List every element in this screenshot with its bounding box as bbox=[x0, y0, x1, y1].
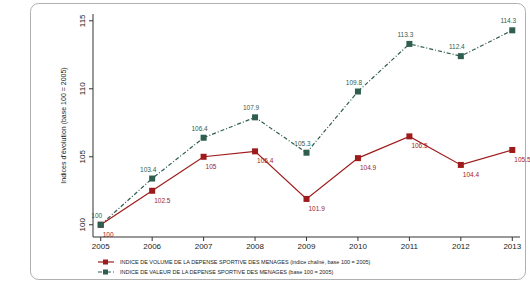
series-marker bbox=[98, 222, 104, 228]
legend-marker bbox=[103, 260, 108, 265]
data-label: 105 bbox=[206, 163, 217, 170]
series-marker bbox=[458, 53, 464, 59]
x-tick-label: 2007 bbox=[195, 242, 213, 251]
data-label: 104.4 bbox=[463, 171, 480, 178]
data-label: 102.5 bbox=[154, 197, 171, 204]
y-tick bbox=[89, 20, 93, 21]
series-marker bbox=[406, 133, 412, 139]
data-label: 100 bbox=[103, 231, 114, 238]
y-tick-label: 100 bbox=[78, 218, 87, 232]
x-tick-label: 2008 bbox=[246, 242, 264, 251]
x-tick bbox=[203, 237, 204, 241]
data-label: 107.9 bbox=[243, 104, 260, 111]
x-tick bbox=[357, 237, 358, 241]
data-label: 105.5 bbox=[514, 156, 530, 163]
series-marker bbox=[304, 196, 310, 202]
x-tick bbox=[255, 237, 256, 241]
series-marker bbox=[201, 154, 207, 160]
x-tick bbox=[306, 237, 307, 241]
plot-area bbox=[98, 27, 516, 227]
series-marker bbox=[509, 27, 515, 33]
series-marker bbox=[458, 162, 464, 168]
series-marker bbox=[355, 155, 361, 161]
series-marker bbox=[406, 41, 412, 47]
data-label: 103.4 bbox=[140, 166, 157, 173]
data-label: 105.3 bbox=[294, 140, 311, 147]
data-label: 109.8 bbox=[346, 79, 363, 86]
data-label: 104.9 bbox=[360, 164, 377, 171]
legend-label: INDICE DE VALEUR DE LA DEPENSE SPORTIVE … bbox=[120, 269, 333, 275]
data-label: 112.4 bbox=[449, 43, 465, 50]
legend-label: INDICE DE VOLUME DE LA DEPENSE SPORTIVE … bbox=[120, 259, 371, 265]
data-label: 113.3 bbox=[397, 31, 413, 38]
x-tick-label: 2005 bbox=[92, 242, 110, 251]
series-marker bbox=[149, 176, 155, 182]
series-marker bbox=[149, 188, 155, 194]
data-label: 101.9 bbox=[309, 205, 326, 212]
legend: INDICE DE VOLUME DE LA DEPENSE SPORTIVE … bbox=[98, 259, 371, 275]
y-tick bbox=[89, 224, 93, 225]
chart: 100 105 110 115 2005 2006 2007 2008 2009 2010 2011… bbox=[0, 0, 530, 283]
data-label: 114.3 bbox=[500, 17, 516, 24]
x-tick-label: 2006 bbox=[143, 242, 161, 251]
series-line bbox=[101, 136, 513, 224]
series-marker bbox=[355, 89, 361, 95]
x-tick bbox=[152, 237, 153, 241]
data-labels: 100 102.5 105 105.4 101.9 104.9 106.5 104.4 105.… bbox=[91, 17, 530, 237]
x-tick bbox=[512, 237, 513, 241]
y-tick-label: 105 bbox=[78, 150, 87, 164]
x-tick bbox=[409, 237, 410, 241]
y-tick-label: 115 bbox=[78, 14, 87, 27]
x-tick bbox=[460, 237, 461, 241]
legend-marker bbox=[103, 270, 108, 275]
series-marker bbox=[201, 135, 207, 141]
data-label: 100 bbox=[91, 212, 102, 219]
y-tick bbox=[89, 88, 93, 89]
x-tick-label: 2013 bbox=[503, 242, 521, 251]
frame bbox=[31, 4, 526, 280]
series-marker bbox=[98, 222, 104, 228]
y-axis-title: Indices d'évolution (base 100 = 2005) bbox=[60, 67, 68, 183]
series-line bbox=[101, 30, 513, 224]
y-axis bbox=[93, 14, 94, 237]
chart-root: 100 105 110 115 2005 2006 2007 2008 2009 2010 2011… bbox=[0, 0, 530, 283]
data-label: 106.4 bbox=[191, 125, 208, 132]
series-marker bbox=[252, 148, 258, 154]
x-tick bbox=[100, 237, 101, 241]
data-label: 106.5 bbox=[411, 142, 428, 149]
x-tick-label: 2011 bbox=[401, 242, 419, 251]
x-tick-label: 2010 bbox=[349, 242, 367, 251]
series-marker bbox=[509, 147, 515, 153]
x-tick-label: 2012 bbox=[452, 242, 470, 251]
x-tick-label: 2009 bbox=[298, 242, 316, 251]
series-marker bbox=[252, 114, 258, 120]
y-tick-label: 110 bbox=[78, 82, 87, 95]
y-tick bbox=[89, 156, 93, 157]
series-marker bbox=[304, 150, 310, 156]
data-label: 105.4 bbox=[257, 157, 274, 164]
